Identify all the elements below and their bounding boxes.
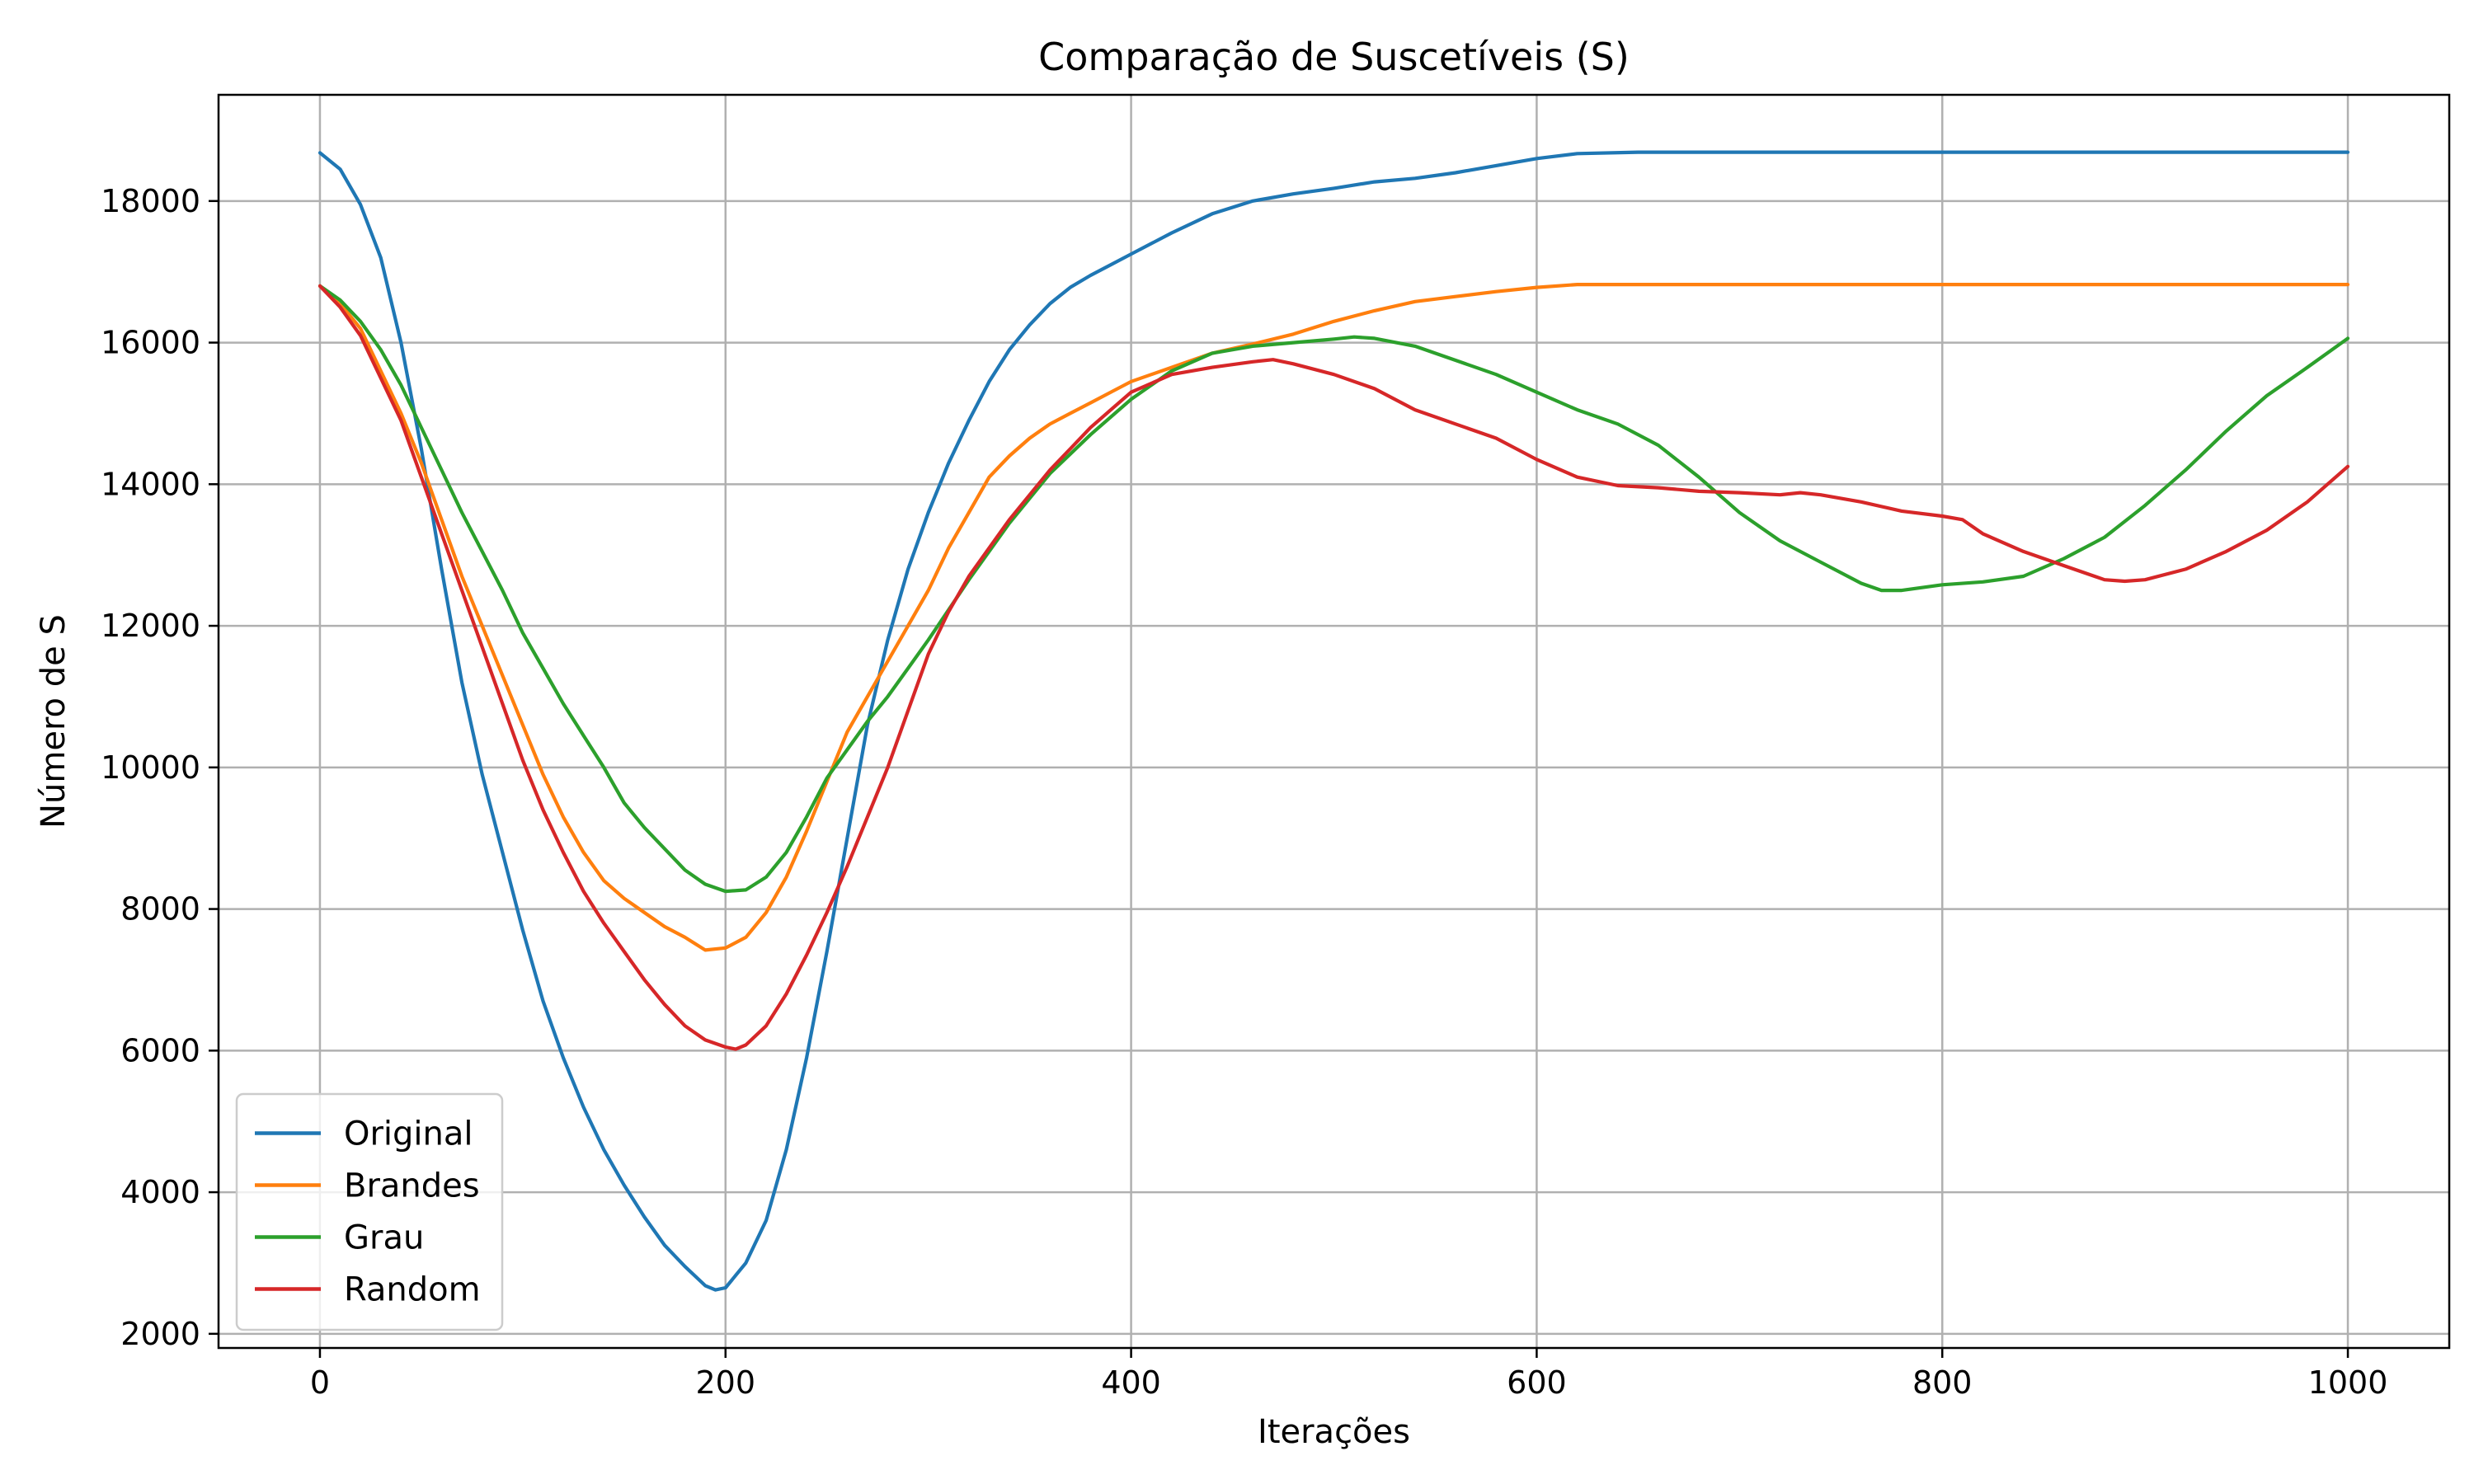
x-tick-label: 600	[1507, 1364, 1567, 1401]
x-axis-title: Iterações	[1258, 1413, 1410, 1451]
x-tick-label: 400	[1101, 1364, 1161, 1401]
y-tick-label: 4000	[120, 1174, 200, 1210]
legend-label-brandes: Brandes	[344, 1167, 480, 1205]
series-line-brandes	[317, 283, 2350, 952]
y-tick-label: 16000	[101, 325, 200, 361]
series-line-random	[317, 284, 2350, 1051]
grid	[219, 95, 2449, 1348]
x-axis-ticks: 0 200 400 600 800 1000	[310, 1348, 2388, 1401]
chart-title: Comparação de Suscetíveis (S)	[1038, 35, 1630, 79]
series-line-grau	[317, 284, 2350, 894]
y-tick-label: 8000	[120, 891, 200, 928]
series-layer	[317, 150, 2350, 1292]
y-axis-title: Número de S	[35, 614, 73, 829]
x-tick-label: 200	[696, 1364, 756, 1401]
y-tick-label: 6000	[120, 1032, 200, 1068]
x-tick-label: 1000	[2308, 1364, 2388, 1401]
y-tick-label: 12000	[101, 608, 200, 644]
plot-frame	[217, 93, 2451, 1350]
series-line-original	[317, 150, 2350, 1292]
legend-label-original: Original	[344, 1115, 473, 1153]
legend: Original Brandes Grau Random	[235, 1092, 504, 1331]
y-tick-label: 14000	[101, 466, 200, 502]
legend-label-random: Random	[344, 1271, 481, 1309]
legend-box	[235, 1092, 504, 1331]
y-tick-label: 2000	[120, 1316, 200, 1352]
y-axis-ticks: 2000 4000 6000 8000 10000 12000 14000 16000 1800…	[101, 183, 219, 1352]
legend-label-grau: Grau	[344, 1219, 424, 1257]
y-tick-label: 18000	[101, 183, 200, 219]
x-tick-label: 800	[1912, 1364, 1973, 1401]
x-tick-label: 0	[310, 1364, 330, 1401]
y-tick-label: 10000	[101, 749, 200, 786]
